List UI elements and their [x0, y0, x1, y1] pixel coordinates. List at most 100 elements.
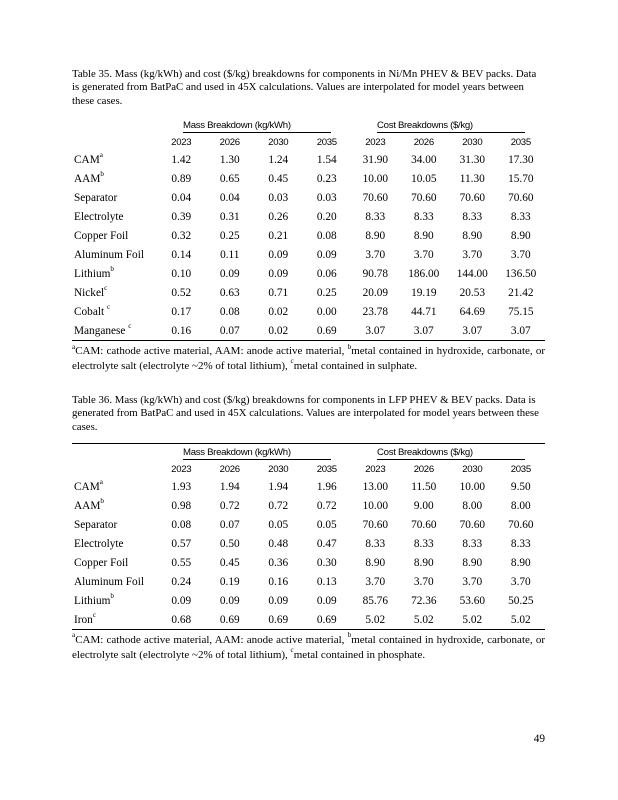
- value-cell: 3.70: [510, 248, 531, 261]
- value-cell: 10.05: [411, 172, 437, 185]
- value-cell: 72.36: [411, 594, 437, 607]
- value-cell: 75.15: [508, 305, 534, 318]
- value-cell: 0.72: [268, 499, 289, 512]
- component-label: Copper Foil: [74, 556, 129, 569]
- year-header: 2030: [268, 464, 289, 476]
- value-cell: 13.00: [362, 480, 388, 493]
- value-cell: 3.70: [413, 248, 434, 261]
- value-cell: 70.60: [508, 191, 534, 204]
- value-cell: 10.00: [459, 480, 485, 493]
- table-35-footnote: aCAM: cathode active material, AAM: anod…: [72, 342, 545, 373]
- value-cell: 0.30: [316, 556, 337, 569]
- table-row: Copper Foil 0.55 0.45 0.36 0.30 8.90 8.90 8.90 8…: [72, 553, 545, 572]
- component-label: Nickelc: [74, 283, 108, 299]
- year-header: 2023: [171, 464, 192, 476]
- value-cell: 0.45: [219, 556, 240, 569]
- value-cell: 0.11: [220, 248, 240, 261]
- value-cell: 0.57: [171, 537, 192, 550]
- value-cell: 0.47: [316, 537, 337, 550]
- group-header-row: Mass Breakdown (kg/kWh) Cost Breakdowns (…: [72, 444, 545, 461]
- value-cell: 3.70: [365, 248, 386, 261]
- value-cell: 0.52: [171, 286, 192, 299]
- footnote-marker: c: [290, 357, 294, 366]
- value-cell: 0.69: [219, 613, 240, 626]
- value-cell: 8.00: [462, 499, 483, 512]
- component-label: Separator: [74, 518, 118, 531]
- value-cell: 3.07: [462, 324, 483, 337]
- year-header: 2030: [268, 137, 289, 149]
- column-group-label: Cost Breakdowns ($/kg): [377, 120, 526, 134]
- value-cell: 70.60: [411, 191, 437, 204]
- value-cell: 0.07: [219, 324, 240, 337]
- table-row: AAMb 0.89 0.65 0.45 0.23 10.00 10.05 11.30 15.70: [72, 169, 545, 188]
- footnote-marker: b: [100, 496, 104, 505]
- table-row: Manganese c 0.16 0.07 0.02 0.69 3.07 3.07 3.07 3…: [72, 321, 545, 341]
- value-cell: 0.08: [171, 518, 192, 531]
- component-label: CAMa: [74, 477, 103, 493]
- value-cell: 0.36: [268, 556, 289, 569]
- value-cell: 0.07: [219, 518, 240, 531]
- table-row: Electrolyte 0.39 0.31 0.26 0.20 8.33 8.33 8.33 8…: [72, 207, 545, 226]
- value-cell: 9.50: [510, 480, 531, 493]
- value-cell: 0.68: [171, 613, 192, 626]
- column-group-header: Mass Breakdown (kg/kWh): [157, 444, 351, 461]
- value-cell: 17.30: [508, 153, 534, 166]
- year-header: 2026: [219, 137, 240, 149]
- value-cell: 8.90: [413, 229, 434, 242]
- value-cell: 0.98: [171, 499, 192, 512]
- component-label: Separator: [74, 191, 118, 204]
- year-header: 2030: [462, 464, 483, 476]
- value-cell: 8.33: [510, 210, 531, 223]
- value-cell: 3.07: [510, 324, 531, 337]
- table-row: CAMa 1.93 1.94 1.94 1.96 13.00 11.50 10.00 9.50: [72, 477, 545, 496]
- value-cell: 8.33: [510, 537, 531, 550]
- value-cell: 8.90: [462, 229, 483, 242]
- value-cell: 0.14: [171, 248, 192, 261]
- value-cell: 0.09: [268, 248, 289, 261]
- value-cell: 0.10: [171, 267, 192, 280]
- value-cell: 23.78: [362, 305, 388, 318]
- value-cell: 0.09: [316, 248, 337, 261]
- value-cell: 0.00: [316, 305, 337, 318]
- component-label: Aluminum Foil: [74, 248, 144, 261]
- year-header-row: 2023 2026 2030 2035 2023 2026 2030 2035: [72, 133, 545, 150]
- value-cell: 0.09: [219, 594, 240, 607]
- column-group-header: Mass Breakdown (kg/kWh): [157, 117, 351, 134]
- value-cell: 0.08: [316, 229, 337, 242]
- value-cell: 3.70: [365, 575, 386, 588]
- footnote-marker: b: [100, 169, 104, 178]
- value-cell: 8.33: [413, 210, 434, 223]
- component-label: Lithiumb: [74, 264, 114, 280]
- value-cell: 70.60: [362, 518, 388, 531]
- value-cell: 1.96: [316, 480, 337, 493]
- year-header: 2035: [510, 464, 531, 476]
- value-cell: 0.65: [219, 172, 240, 185]
- value-cell: 70.60: [508, 518, 534, 531]
- footnote-marker: a: [99, 150, 103, 159]
- column-group-label: Cost Breakdowns ($/kg): [377, 447, 526, 461]
- footnote-marker: c: [128, 321, 132, 330]
- value-cell: 0.05: [268, 518, 289, 531]
- year-header: 2023: [365, 137, 386, 149]
- component-label: Cobalt c: [74, 302, 111, 318]
- footnote-marker: a: [72, 631, 76, 640]
- value-cell: 0.05: [316, 518, 337, 531]
- table-35-caption: Table 35. Mass (kg/kWh) and cost ($/kg) …: [72, 68, 537, 107]
- value-cell: 0.02: [268, 305, 289, 318]
- value-cell: 8.33: [462, 210, 483, 223]
- value-cell: 44.71: [411, 305, 437, 318]
- value-cell: 20.09: [362, 286, 388, 299]
- value-cell: 0.03: [268, 191, 289, 204]
- value-cell: 0.55: [171, 556, 192, 569]
- table-36-caption: Table 36. Mass (kg/kWh) and cost ($/kg) …: [72, 393, 539, 433]
- value-cell: 8.90: [365, 556, 386, 569]
- value-cell: 1.54: [316, 153, 337, 166]
- value-cell: 21.42: [508, 286, 534, 299]
- value-cell: 3.70: [510, 575, 531, 588]
- table-row: Lithiumb 0.10 0.09 0.09 0.06 90.78 186.00 144.0…: [72, 264, 545, 283]
- component-label: Electrolyte: [74, 210, 124, 223]
- year-header: 2035: [316, 137, 337, 149]
- component-label: AAMb: [74, 169, 104, 185]
- value-cell: 5.02: [413, 613, 434, 626]
- component-label: CAMa: [74, 150, 103, 166]
